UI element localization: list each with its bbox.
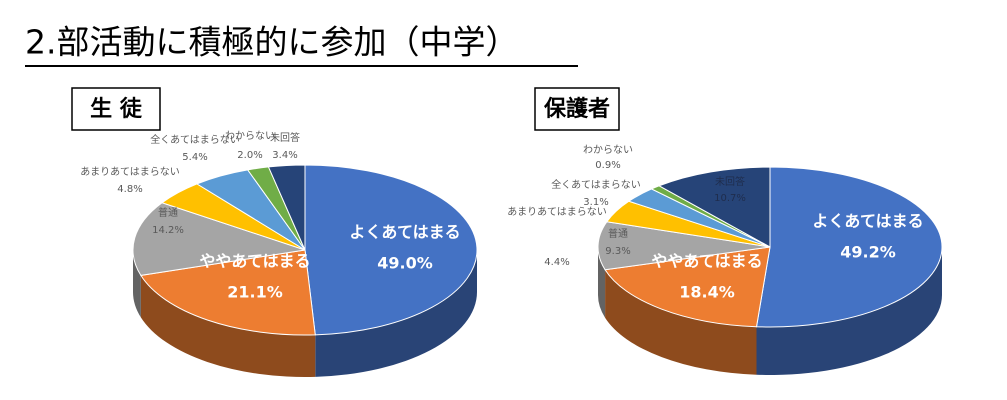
chart-title-box (71, 87, 161, 131)
slice-value: 10.7% (714, 193, 746, 204)
slice-name: よくあてはまる (349, 223, 460, 242)
slice-name: 未回答 (270, 131, 300, 144)
slice-value: 3.4% (272, 150, 297, 161)
slice-name: わからない (583, 144, 633, 156)
slice-value: 14.2% (152, 225, 184, 236)
pie-side (605, 269, 757, 375)
slice-value: 2.0% (237, 150, 262, 161)
slice-value: 21.1% (227, 283, 283, 302)
chart-title-box (534, 87, 620, 131)
slice-name: 全くあてはまらない (150, 133, 240, 146)
pie-slice (304, 164, 478, 336)
slice-name: あまりあてはまらない (507, 206, 607, 218)
slice-name: 全くあてはまらない (551, 178, 641, 191)
slice-value: 4.8% (117, 184, 142, 195)
pie-slice (604, 246, 771, 328)
page-title: 2.部活動に積極的に参加（中学） (25, 23, 519, 62)
slice-value: 0.9% (595, 160, 620, 171)
pie-side (756, 247, 942, 375)
slice-value: 9.3% (605, 246, 630, 257)
slice-name: あまりあてはまらない (80, 166, 180, 178)
slice-name: 普通 (608, 227, 628, 240)
pie-slice (597, 221, 771, 271)
pie-slice (267, 164, 306, 251)
slice-value: 5.4% (182, 152, 207, 163)
slice-value: 49.0% (377, 254, 433, 273)
pie-slice (657, 166, 771, 248)
slice-name: ややあてはまる (651, 252, 762, 271)
slice-name: わからない (225, 130, 275, 142)
pie-slice (132, 202, 306, 276)
pie-slice (140, 249, 316, 336)
pie-side (133, 250, 141, 318)
slice-value: 49.2% (840, 243, 896, 262)
pie-side (598, 247, 606, 318)
slice-value: 3.1% (583, 197, 608, 208)
chart-title: 保護者 (543, 96, 610, 122)
pie-side (315, 250, 477, 377)
slice-name: よくあてはまる (812, 212, 923, 231)
slice-value: 4.4% (544, 257, 569, 268)
slice-value: 18.4% (679, 283, 735, 302)
slice-name: 未回答 (715, 175, 745, 188)
chart-title: 生 徒 (90, 96, 143, 122)
pie-slice (755, 166, 943, 328)
slice-name: ややあてはまる (199, 252, 310, 271)
slice-name: 普通 (158, 206, 178, 219)
